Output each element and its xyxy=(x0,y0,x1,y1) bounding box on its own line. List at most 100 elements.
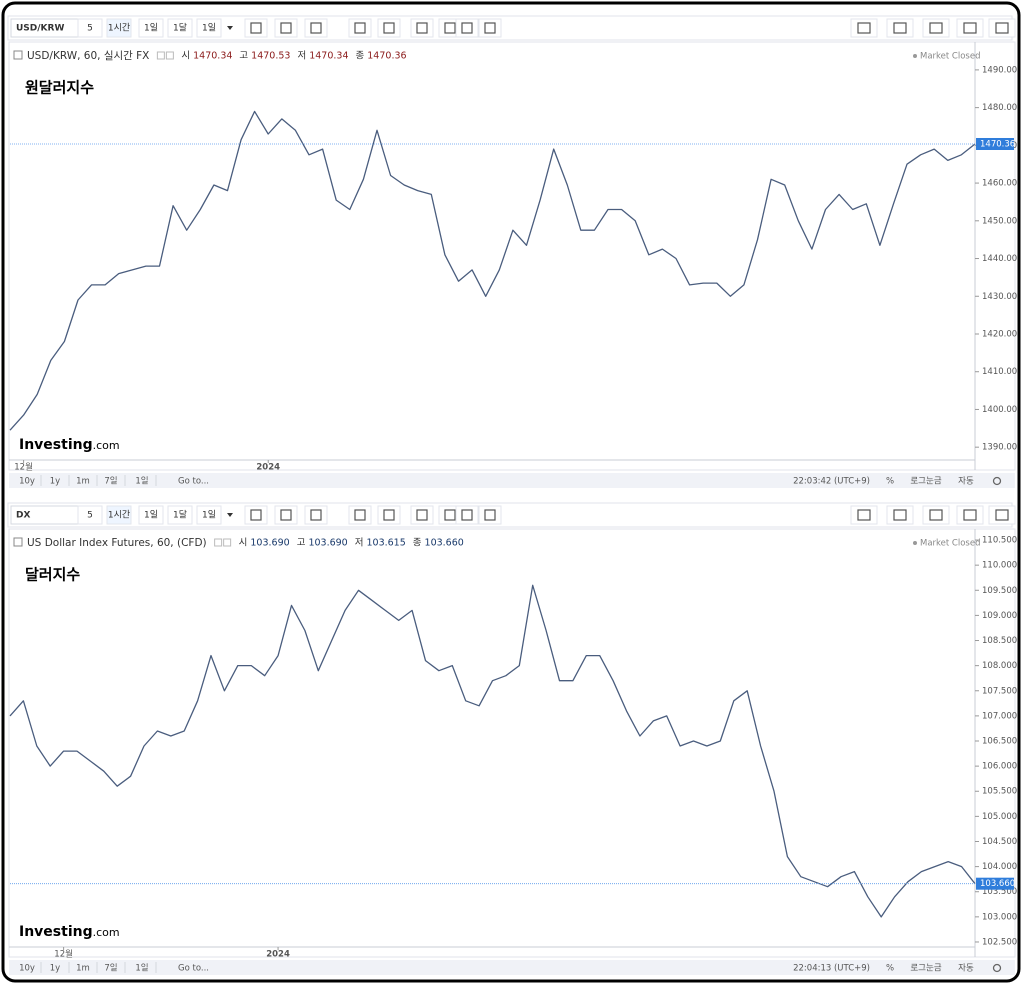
tool-icon[interactable] xyxy=(348,18,372,38)
interval-button[interactable] xyxy=(77,18,103,38)
tool-icon[interactable] xyxy=(377,18,401,38)
interval[interactable]: 5 xyxy=(87,24,93,34)
tool-icon[interactable] xyxy=(478,18,502,38)
tool-icon[interactable] xyxy=(377,505,401,525)
interval-button[interactable] xyxy=(138,505,164,525)
interval-button[interactable] xyxy=(196,505,222,525)
dropdown-arrow[interactable] xyxy=(227,26,233,30)
tool-icon[interactable] xyxy=(956,505,984,525)
interval[interactable]: 1일 xyxy=(144,510,158,521)
scale-button[interactable]: % xyxy=(886,477,894,487)
tool-icon[interactable] xyxy=(304,505,328,525)
y-tick-label: 108.000 xyxy=(982,661,1017,671)
tool-icon[interactable] xyxy=(304,18,328,38)
tool-icon[interactable] xyxy=(988,18,1016,38)
range-button[interactable]: 1일 xyxy=(135,477,148,487)
tool-icon[interactable] xyxy=(886,18,914,38)
range-button[interactable]: 10y xyxy=(19,477,35,487)
tool-icon[interactable] xyxy=(922,505,950,525)
interval[interactable]: 1시간 xyxy=(108,23,130,34)
tool-icon[interactable] xyxy=(410,18,434,38)
tool-glyph xyxy=(250,509,262,521)
ohlc-label: 시 xyxy=(181,51,190,62)
legend-icon xyxy=(165,51,174,60)
scale-button[interactable]: % xyxy=(886,964,894,974)
tool-glyph xyxy=(416,509,428,521)
scale-button[interactable]: 자동 xyxy=(958,964,974,974)
y-tick-label: 103.000 xyxy=(982,912,1017,922)
tool-glyph xyxy=(383,509,395,521)
interval-button[interactable] xyxy=(196,18,222,38)
interval-button[interactable] xyxy=(77,505,103,525)
last-price-label: 103.660 xyxy=(980,879,1015,889)
tool-glyph xyxy=(929,509,943,521)
y-tick-label: 108.500 xyxy=(982,636,1017,646)
tool-glyph xyxy=(250,22,262,34)
interval-button[interactable] xyxy=(106,18,132,38)
dropdown-arrow[interactable] xyxy=(227,513,233,517)
collapse-box[interactable] xyxy=(13,537,23,547)
tool-glyph xyxy=(995,509,1009,521)
last-price-box xyxy=(976,877,1014,890)
tool-icon[interactable] xyxy=(886,505,914,525)
interval[interactable]: 1시간 xyxy=(108,510,130,521)
tool-icon[interactable] xyxy=(244,505,268,525)
interval-button[interactable] xyxy=(167,18,193,38)
ohlc-value: 103.660 xyxy=(425,538,464,549)
ohlc-value: 1470.34 xyxy=(193,51,232,62)
tool-icon[interactable] xyxy=(850,18,878,38)
tool-icon[interactable] xyxy=(850,505,878,525)
tool-icon[interactable] xyxy=(478,505,502,525)
range-button[interactable]: Go to... xyxy=(178,964,209,974)
tool-icon[interactable] xyxy=(348,505,372,525)
x-tick-label: 2024 xyxy=(256,463,280,473)
clock: 22:04:13 (UTC+9) xyxy=(793,964,870,974)
collapse-box[interactable] xyxy=(13,50,23,60)
tool-icon[interactable] xyxy=(922,18,950,38)
settings-icon[interactable] xyxy=(992,963,1002,973)
y-tick-label: 1390.00 xyxy=(982,443,1017,453)
interval[interactable]: 1일 xyxy=(144,23,158,34)
interval[interactable]: 1일 xyxy=(202,23,216,34)
tool-icon[interactable] xyxy=(988,505,1016,525)
tool-icon[interactable] xyxy=(455,505,479,525)
ohlc-label: 종 xyxy=(356,51,365,62)
tool-glyph xyxy=(963,509,977,521)
interval[interactable]: 1일 xyxy=(202,510,216,521)
scale-button[interactable]: 자동 xyxy=(958,477,974,487)
interval-button[interactable] xyxy=(167,505,193,525)
tool-glyph xyxy=(280,22,292,34)
legend-icon xyxy=(223,538,232,547)
annotation: 원달러지수 xyxy=(25,79,94,97)
range-button[interactable]: 1m xyxy=(76,477,90,487)
tool-icon[interactable] xyxy=(274,18,298,38)
interval[interactable]: 5 xyxy=(87,511,93,521)
tool-icon[interactable] xyxy=(455,18,479,38)
range-button[interactable]: 1일 xyxy=(135,964,148,974)
tool-icon[interactable] xyxy=(956,18,984,38)
ohlc-value: 103.615 xyxy=(366,538,405,549)
y-tick-label: 106.000 xyxy=(982,762,1017,772)
interval-button[interactable] xyxy=(106,505,132,525)
range-button[interactable]: 7일 xyxy=(104,477,117,487)
tool-icon[interactable] xyxy=(410,505,434,525)
tool-icon[interactable] xyxy=(274,505,298,525)
ohlc-label: 종 xyxy=(413,538,422,549)
range-button[interactable]: Go to... xyxy=(178,477,209,487)
scale-button[interactable]: 로그눈금 xyxy=(910,964,941,974)
y-tick-label: 1480.00 xyxy=(982,103,1017,113)
range-button[interactable]: 10y xyxy=(19,964,35,974)
tool-glyph xyxy=(484,22,496,34)
tool-icon[interactable] xyxy=(244,18,268,38)
range-button[interactable]: 7일 xyxy=(104,964,117,974)
interval-button[interactable] xyxy=(138,18,164,38)
tool-glyph xyxy=(893,22,907,34)
range-button[interactable]: 1y xyxy=(50,964,60,974)
logo-domain: .com xyxy=(93,926,120,939)
interval[interactable]: 1달 xyxy=(173,22,187,34)
range-button[interactable]: 1y xyxy=(50,477,60,487)
settings-icon[interactable] xyxy=(992,476,1002,486)
scale-button[interactable]: 로그눈금 xyxy=(910,477,941,487)
interval[interactable]: 1달 xyxy=(173,509,187,521)
range-button[interactable]: 1m xyxy=(76,964,90,974)
